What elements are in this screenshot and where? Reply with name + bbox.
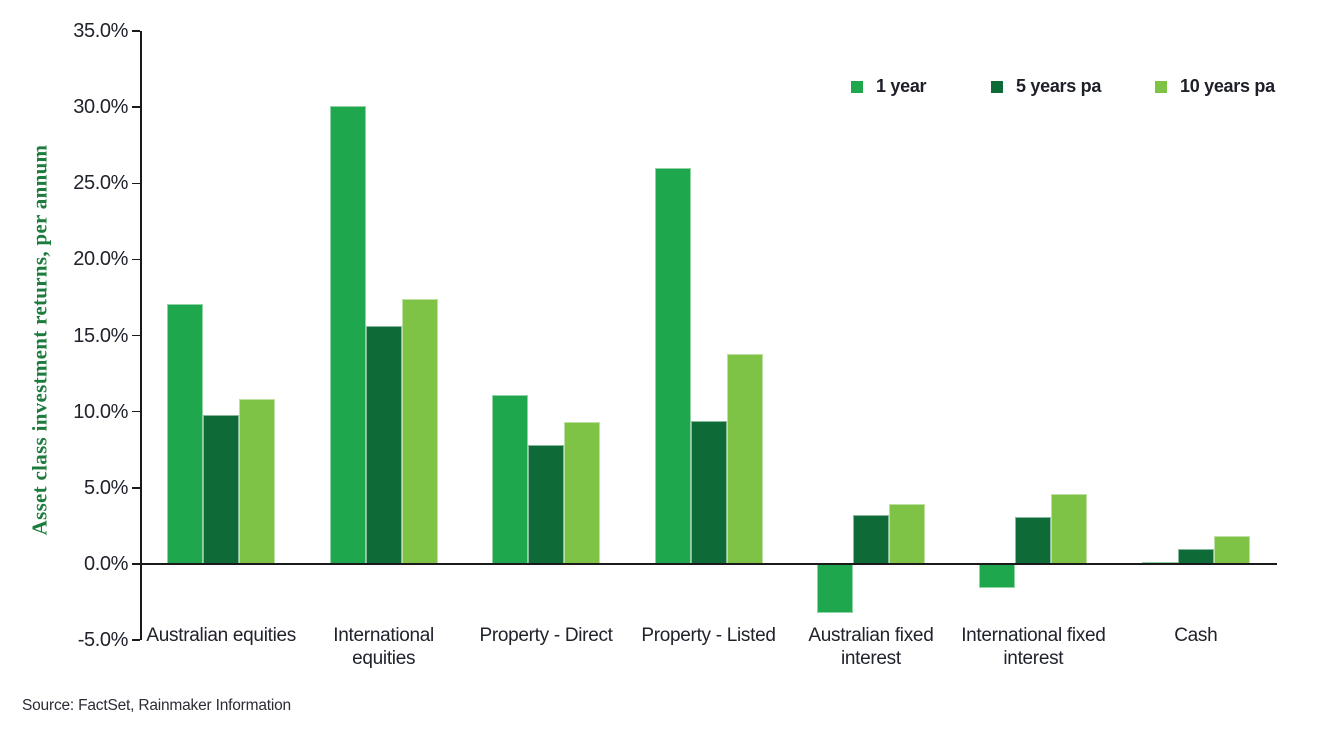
y-tick-label: 30.0%	[73, 96, 128, 119]
bar	[492, 394, 529, 564]
y-tick	[132, 30, 140, 32]
bar	[654, 168, 691, 564]
y-tick-label: 35.0%	[73, 20, 128, 42]
bar	[1213, 536, 1250, 564]
bar	[239, 399, 276, 564]
legend-label-10-years-pa: 10 years pa	[1180, 76, 1275, 96]
x-axis-zero-line	[140, 563, 1277, 565]
y-axis-line	[140, 31, 142, 640]
legend-swatch-1-year	[851, 80, 863, 93]
legend-label-5-years-pa: 5 years pa	[1016, 76, 1102, 96]
bar	[329, 105, 366, 564]
bar	[1015, 516, 1052, 564]
y-tick-label: 20.0%	[73, 248, 128, 271]
bar	[888, 504, 925, 564]
y-tick-label: 10.0%	[73, 400, 128, 423]
legend-item-10-years-pa: 10 years pa	[1155, 76, 1275, 97]
legend-label-1-year: 1 year	[876, 76, 927, 96]
legend-item-5-years-pa: 5 years pa	[991, 76, 1101, 97]
y-tick	[132, 334, 140, 337]
bar	[852, 515, 889, 564]
y-tick	[132, 639, 140, 641]
x-category-label: International fixed interest	[961, 625, 1106, 669]
x-category-label: Property - Direct	[479, 625, 613, 646]
y-tick	[132, 182, 140, 184]
x-category-label: Australian equities	[146, 625, 296, 646]
bar	[528, 445, 565, 564]
y-axis-title: Asset class investment returns, per annu…	[27, 144, 52, 536]
y-tick-label: 25.0%	[73, 172, 128, 195]
y-tick	[132, 563, 140, 565]
y-tick	[132, 410, 140, 413]
bar	[203, 414, 240, 564]
bar	[564, 422, 601, 564]
bar	[1051, 493, 1088, 564]
legend-swatch-5-years-pa	[991, 80, 1003, 93]
x-category-label: International equities	[333, 625, 434, 669]
legend-swatch-10-years-pa	[1155, 80, 1167, 93]
y-tick-label: -5.0%	[77, 629, 129, 651]
bar	[816, 563, 853, 613]
bar	[979, 563, 1016, 589]
y-tick-label: 5.0%	[84, 476, 128, 499]
bar	[690, 420, 727, 564]
bar	[1177, 548, 1214, 564]
bar	[365, 326, 402, 564]
y-tick-label: 15.0%	[73, 324, 128, 347]
source-note: Source: FactSet, Rainmaker Information	[22, 697, 291, 714]
x-category-label: Cash	[1174, 625, 1218, 646]
legend-item-1-year: 1 year	[851, 76, 927, 97]
bar	[726, 353, 763, 564]
x-category-label: Property - Listed	[641, 625, 776, 646]
y-tick	[132, 106, 140, 108]
bar	[401, 298, 438, 564]
y-tick	[132, 487, 140, 489]
y-tick	[132, 258, 140, 261]
bar	[167, 303, 204, 564]
x-category-label: Australian fixed interest	[808, 625, 934, 669]
y-tick-label: 0.0%	[84, 552, 128, 575]
